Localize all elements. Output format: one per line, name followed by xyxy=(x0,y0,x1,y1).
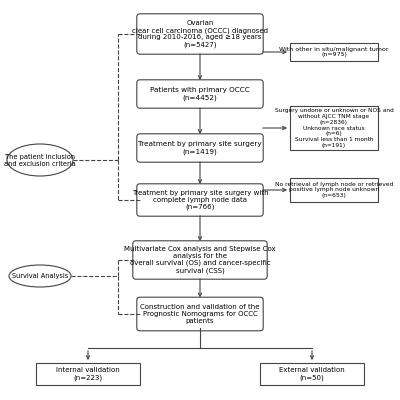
Text: Construction and validation of the
Prognostic Nomograms for OCCC
patients: Construction and validation of the Progn… xyxy=(140,304,260,324)
FancyBboxPatch shape xyxy=(36,363,140,385)
Text: No retrieval of lymph node or retrieved
positive lymph node unknown
(n=653): No retrieval of lymph node or retrieved … xyxy=(275,182,393,198)
Text: Internal validation
(n=223): Internal validation (n=223) xyxy=(56,367,120,381)
FancyBboxPatch shape xyxy=(260,363,364,385)
Ellipse shape xyxy=(7,144,73,176)
FancyBboxPatch shape xyxy=(137,297,263,331)
Text: Ovarian
clear cell carcinoma (OCCC) diagnosed
during 2010-2016, aged ≥18 years
(: Ovarian clear cell carcinoma (OCCC) diag… xyxy=(132,20,268,48)
FancyBboxPatch shape xyxy=(290,106,378,150)
Text: Surgery undone or unknown or NOS and
without AJCC TNM stage
(n=2836)
Unknown rac: Surgery undone or unknown or NOS and wit… xyxy=(275,108,393,148)
Text: The patient inclusion
and exclusion criteria: The patient inclusion and exclusion crit… xyxy=(4,154,76,166)
Ellipse shape xyxy=(9,265,71,287)
Text: With other in situ/malignant tumor
(n=975): With other in situ/malignant tumor (n=97… xyxy=(279,47,389,57)
FancyBboxPatch shape xyxy=(290,178,378,202)
Text: Survival Analysis: Survival Analysis xyxy=(12,273,68,279)
Text: External validation
(n=50): External validation (n=50) xyxy=(279,367,345,381)
FancyBboxPatch shape xyxy=(137,80,263,108)
FancyBboxPatch shape xyxy=(137,184,263,216)
FancyBboxPatch shape xyxy=(137,14,263,54)
Text: Treatment by primary site surgery with
complete lymph node data
(n=766): Treatment by primary site surgery with c… xyxy=(132,190,268,210)
Text: Multivariate Cox analysis and Stepwise Cox
analysis for the
overall survival (OS: Multivariate Cox analysis and Stepwise C… xyxy=(124,246,276,274)
Text: Patients with primary OCCC
(n=4452): Patients with primary OCCC (n=4452) xyxy=(150,87,250,101)
FancyBboxPatch shape xyxy=(137,134,263,162)
Text: Treatment by primary site surgery
(n=1419): Treatment by primary site surgery (n=141… xyxy=(138,141,262,155)
FancyBboxPatch shape xyxy=(133,241,267,279)
FancyBboxPatch shape xyxy=(290,43,378,61)
